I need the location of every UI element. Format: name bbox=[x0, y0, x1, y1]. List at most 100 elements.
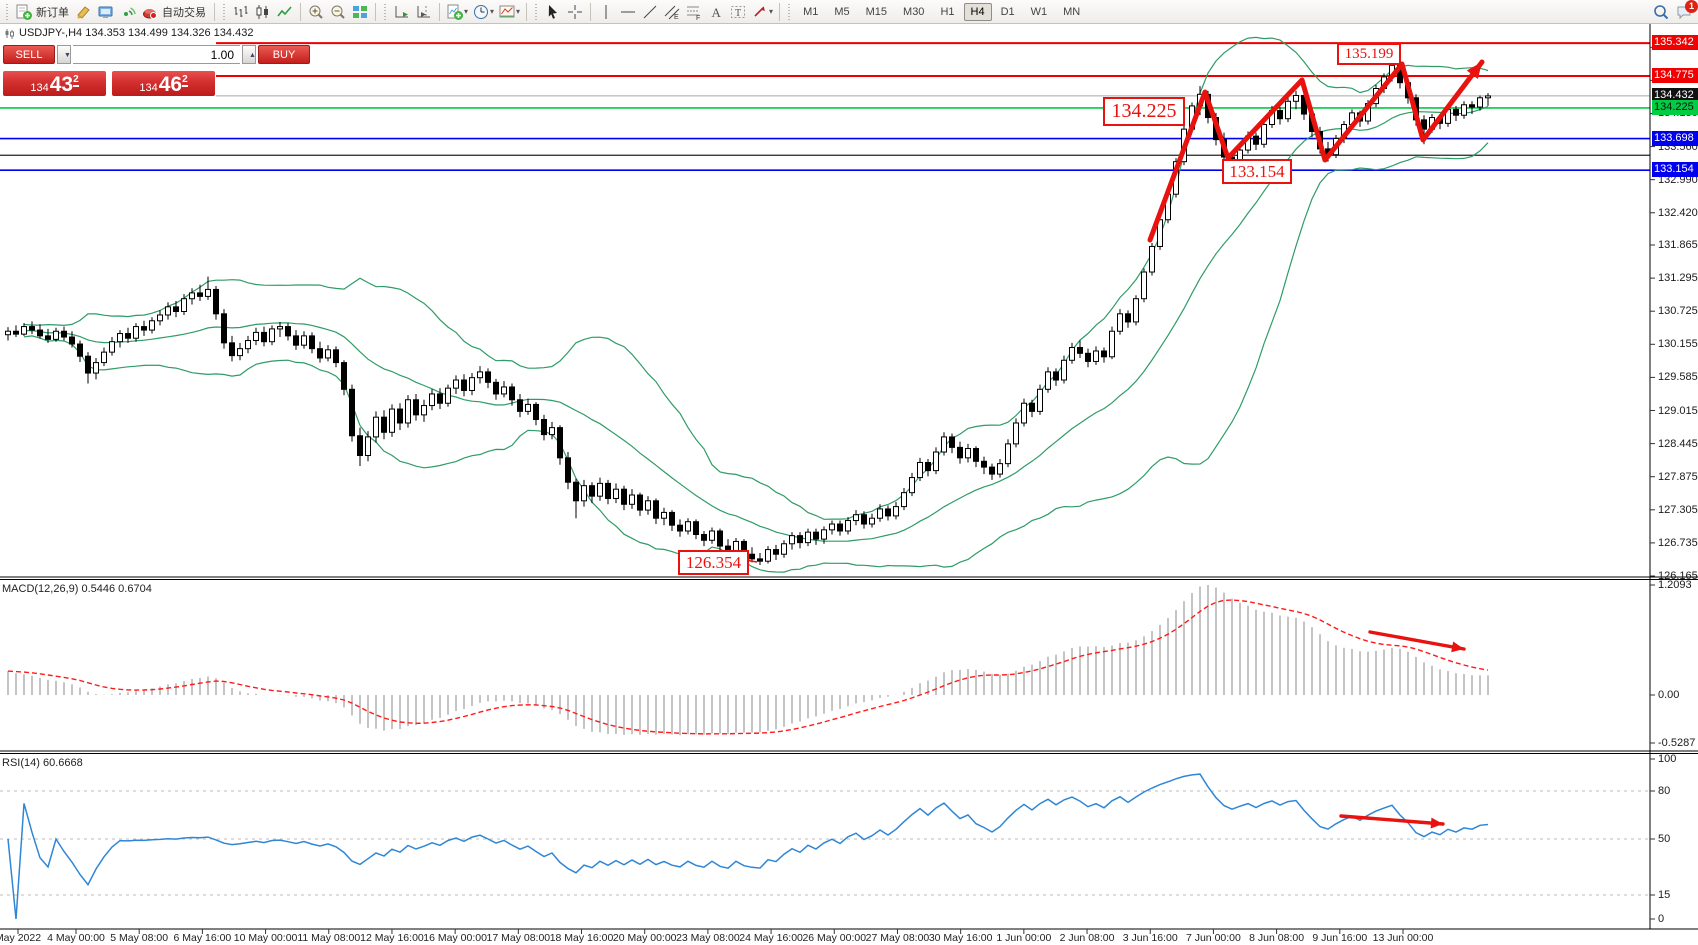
line-chart-mode-icon[interactable] bbox=[274, 1, 296, 23]
timeframe-W1[interactable]: W1 bbox=[1030, 5, 1048, 18]
time-axis-label: 8 Jun 08:00 bbox=[1249, 932, 1305, 944]
auto-scroll-icon[interactable] bbox=[391, 1, 413, 23]
chart-shift-icon[interactable] bbox=[413, 1, 435, 23]
timeframe-M1[interactable]: M1 bbox=[803, 5, 819, 18]
symbol-info: USDJPY-,H4 134.353 134.499 134.326 134.4… bbox=[4, 27, 253, 39]
template-caret[interactable]: ▾ bbox=[516, 7, 521, 16]
buy-price-display[interactable]: 134 46 2 bbox=[112, 71, 215, 96]
fibonacci-tool-icon[interactable]: F bbox=[683, 1, 705, 23]
buy-button[interactable]: BUY bbox=[258, 45, 310, 64]
svg-text:A: A bbox=[712, 5, 722, 20]
time-axis-label: 5 May 08:00 bbox=[110, 932, 169, 944]
sell-price-pip: 2 bbox=[73, 74, 79, 87]
price-badge-134.432: 134.432 bbox=[1652, 87, 1698, 103]
price-badge-134.225: 134.225 bbox=[1652, 99, 1698, 115]
buy-price-prefix: 134 bbox=[139, 82, 158, 94]
bar-chart-mode-icon[interactable] bbox=[230, 1, 252, 23]
notifications-icon[interactable]: 1 bbox=[1672, 0, 1698, 23]
add-indicator-icon[interactable] bbox=[444, 1, 466, 23]
zoom-in-icon[interactable] bbox=[305, 1, 327, 23]
price-tick-label: 128.445 bbox=[1658, 437, 1698, 450]
timeframe-M30[interactable]: M30 bbox=[903, 5, 925, 18]
notification-badge: 1 bbox=[1685, 0, 1698, 13]
timeframe-D1[interactable]: D1 bbox=[1000, 5, 1015, 18]
price-badge-133.154: 133.154 bbox=[1652, 162, 1698, 178]
time-axis-label: 12 May 16:00 bbox=[360, 932, 424, 944]
toolbar-grip[interactable] bbox=[222, 3, 227, 20]
price-tick-label: 132.420 bbox=[1658, 206, 1698, 219]
toolbar-grip[interactable] bbox=[534, 3, 540, 20]
buy-price-pip: 2 bbox=[182, 74, 188, 87]
time-axis-label: May 2022 bbox=[0, 932, 42, 944]
chart-template-icon[interactable] bbox=[496, 1, 518, 23]
price-annotation-133.154[interactable]: 133.154 bbox=[1222, 159, 1292, 184]
timeframe-H4[interactable]: H4 bbox=[963, 2, 992, 21]
tile-windows-icon[interactable] bbox=[349, 1, 371, 23]
clock-icon[interactable] bbox=[470, 1, 492, 23]
price-tick-label: 129.015 bbox=[1658, 404, 1698, 417]
vertical-line-tool-icon[interactable] bbox=[595, 1, 617, 23]
time-axis-label: 17 May 08:00 bbox=[486, 932, 551, 944]
sell-price-prefix: 134 bbox=[30, 82, 49, 94]
chart-window-icon bbox=[5, 28, 14, 39]
signal-icon[interactable] bbox=[117, 1, 139, 23]
candle-chart-mode-icon[interactable] bbox=[252, 1, 274, 23]
time-axis-label: 24 May 16:00 bbox=[739, 932, 803, 944]
price-annotation-126.354[interactable]: 126.354 bbox=[678, 550, 749, 575]
text-tool-icon[interactable]: A bbox=[705, 1, 727, 23]
price-annotation-134.225[interactable]: 134.225 bbox=[1103, 97, 1185, 126]
trendline-tool-icon[interactable] bbox=[639, 1, 661, 23]
zoom-out-icon[interactable] bbox=[327, 1, 349, 23]
time-axis-label: 4 May 00:00 bbox=[47, 932, 105, 944]
time-axis-label: 30 May 16:00 bbox=[928, 932, 993, 944]
timeframe-M15[interactable]: M15 bbox=[865, 5, 888, 18]
symbol-ohlc-text: USDJPY-,H4 134.353 134.499 134.326 134.4… bbox=[19, 27, 254, 39]
crosshair-icon[interactable] bbox=[564, 1, 586, 23]
svg-text:F: F bbox=[696, 15, 700, 21]
new-order-label[interactable]: 新订单 bbox=[36, 6, 69, 19]
auto-trading-label[interactable]: 自动交易 bbox=[162, 6, 206, 19]
price-annotation-135.199[interactable]: 135.199 bbox=[1337, 43, 1401, 65]
time-axis-label: 20 May 00:00 bbox=[612, 932, 677, 944]
arrows-caret[interactable]: ▾ bbox=[769, 7, 774, 16]
svg-text:T: T bbox=[735, 8, 741, 19]
volume-increase-button[interactable]: ▲ bbox=[242, 45, 256, 64]
toolbar-grip[interactable] bbox=[5, 3, 10, 20]
price-tick-label: 131.295 bbox=[1658, 272, 1698, 285]
add-indicator-caret[interactable]: ▾ bbox=[464, 7, 469, 16]
toolbar-grip[interactable] bbox=[787, 3, 793, 20]
price-tick-label: 133.560 bbox=[1658, 140, 1698, 153]
volume-input[interactable] bbox=[73, 45, 240, 64]
arrows-tool-icon[interactable] bbox=[749, 1, 771, 23]
toolbar-grip[interactable] bbox=[383, 3, 388, 20]
timeframe-MN[interactable]: MN bbox=[1063, 5, 1081, 18]
period-caret[interactable]: ▾ bbox=[490, 7, 495, 16]
sell-price-big: 43 bbox=[49, 73, 74, 96]
time-axis-label: 10 May 00:00 bbox=[233, 932, 298, 944]
terminal-icon[interactable] bbox=[95, 1, 117, 23]
one-click-trading-panel: SELL ▼ ▲ BUY 134 43 2 134 46 2 bbox=[3, 45, 310, 96]
text-label-tool-icon[interactable]: T bbox=[727, 1, 749, 23]
svg-text:E: E bbox=[674, 14, 679, 21]
timeframe-M5[interactable]: M5 bbox=[834, 5, 850, 18]
price-tick-label: 131.865 bbox=[1658, 239, 1698, 251]
time-axis-label: 23 May 08:00 bbox=[676, 932, 740, 944]
sell-button[interactable]: SELL bbox=[3, 45, 55, 64]
new-order-icon[interactable] bbox=[13, 1, 35, 23]
price-tick-label: 132.990 bbox=[1658, 173, 1698, 186]
volume-decrease-button[interactable]: ▼ bbox=[57, 45, 71, 64]
price-tick-label: 127.875 bbox=[1658, 470, 1698, 483]
price-tick-label: 134.700 bbox=[1658, 74, 1698, 87]
price-tick-label: 135.270 bbox=[1658, 41, 1698, 54]
search-icon[interactable] bbox=[1650, 1, 1672, 23]
timeframe-H1[interactable]: H1 bbox=[940, 5, 955, 18]
time-axis-label: 7 Jun 00:00 bbox=[1185, 932, 1241, 944]
sell-price-display[interactable]: 134 43 2 bbox=[3, 71, 106, 96]
cursor-icon[interactable] bbox=[542, 1, 564, 23]
channel-tool-icon[interactable]: E bbox=[661, 1, 683, 23]
crayon-icon[interactable] bbox=[73, 1, 95, 23]
horizontal-line-tool-icon[interactable] bbox=[617, 1, 639, 23]
auto-trading-icon[interactable] bbox=[139, 1, 161, 23]
